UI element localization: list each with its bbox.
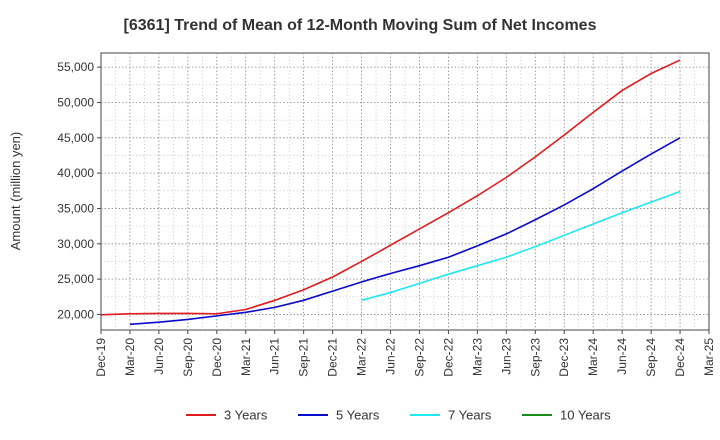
x-tick-label: Sep-22	[412, 338, 426, 377]
x-tick-label: Dec-21	[326, 338, 340, 377]
x-tick-label: Mar-20	[123, 338, 137, 376]
x-tick-label: Jun-23	[499, 338, 513, 375]
y-tick-label: 35,000	[57, 201, 94, 215]
x-tick-label: Dec-24	[673, 338, 687, 377]
x-tick-label: Mar-24	[586, 338, 600, 376]
x-tick-label: Sep-23	[528, 338, 542, 377]
legend-label-7-years: 7 Years	[448, 408, 492, 423]
x-tick-label: Dec-20	[210, 338, 224, 377]
series-line-7-years	[361, 190, 681, 302]
plot-area: 20,000 25,000 30,000 35,000 40,000 45,000 50,0…	[57, 52, 716, 377]
x-tick-label: Sep-21	[297, 338, 311, 377]
legend-label-3-years: 3 Years	[224, 408, 268, 423]
y-tick-label: 45,000	[57, 131, 94, 145]
x-tick-label: Dec-22	[441, 338, 455, 377]
x-tick-label: Dec-23	[557, 338, 571, 377]
x-tick-label: Jun-24	[615, 338, 629, 375]
y-tick-label: 40,000	[57, 166, 94, 180]
y-tick-label: 25,000	[57, 272, 94, 286]
x-tick-label: Mar-22	[355, 338, 369, 376]
x-tick-label: Sep-20	[181, 338, 195, 377]
y-tick-label: 55,000	[57, 60, 94, 74]
x-tick-label: Mar-23	[470, 338, 484, 376]
y-tick-label: 50,000	[57, 95, 94, 109]
legend-label-5-years: 5 Years	[336, 408, 380, 423]
x-tick-label: Mar-21	[239, 338, 253, 376]
y-tick-label: 20,000	[57, 307, 94, 321]
x-tick-label: Jun-22	[384, 338, 398, 375]
legend-label-10-years: 10 Years	[560, 408, 611, 423]
x-tick-label: Sep-24	[644, 338, 658, 377]
legend: 3 Years 5 Years 7 Years 10 Years	[186, 408, 611, 423]
y-axis-label: Amount (million yen)	[8, 132, 23, 251]
series-line-3-years	[100, 59, 681, 316]
chart-title: [6361] Trend of Mean of 12-Month Moving …	[124, 17, 597, 34]
x-tick-label: Mar-25	[702, 338, 716, 376]
x-tick-label: Jun-21	[268, 338, 282, 375]
x-tick-label: Jun-20	[152, 338, 166, 375]
series-line-5-years	[129, 137, 681, 326]
x-tick-label: Dec-19	[94, 338, 108, 377]
y-tick-label: 30,000	[57, 237, 94, 251]
